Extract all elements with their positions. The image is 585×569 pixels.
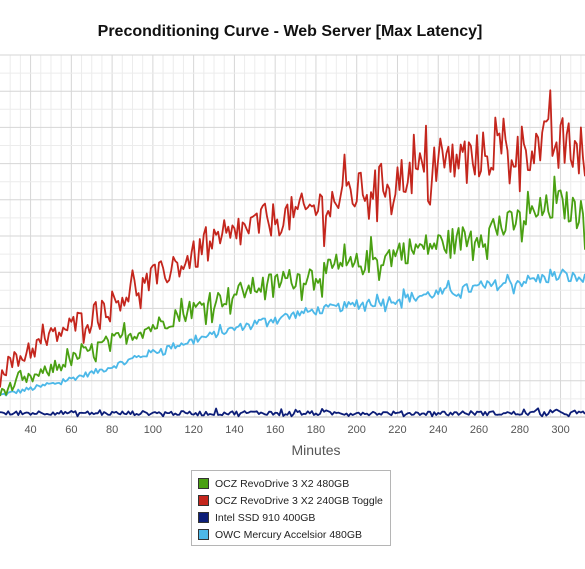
x-tick-label: 220 <box>388 424 406 436</box>
legend-swatch <box>198 512 209 523</box>
legend-item: OCZ RevoDrive 3 X2 240GB Toggle <box>198 492 384 509</box>
x-tick-labels: 40 60 80 100 120 140 160 180 200 220 240 260 280 300 <box>24 424 569 436</box>
x-tick-label: 200 <box>348 424 366 436</box>
legend-label: OCZ RevoDrive 3 X2 240GB Toggle <box>215 494 383 507</box>
legend-label: OCZ RevoDrive 3 X2 480GB <box>215 477 350 490</box>
legend-swatch <box>198 529 209 540</box>
x-tick-label: 140 <box>225 424 243 436</box>
x-tick-label: 40 <box>24 424 36 436</box>
grid <box>0 54 585 418</box>
series-line <box>0 175 585 397</box>
legend-label: OWC Mercury Accelsior 480GB <box>215 528 363 541</box>
series-line <box>0 268 585 397</box>
x-axis-label: Minutes <box>291 442 340 458</box>
x-tick-label: 280 <box>511 424 529 436</box>
x-tick-label: 300 <box>551 424 569 436</box>
series-layer <box>0 89 585 418</box>
legend-item: OCZ RevoDrive 3 X2 480GB <box>198 475 384 492</box>
legend-swatch <box>198 495 209 506</box>
x-tick-label: 160 <box>266 424 284 436</box>
x-tick-label: 260 <box>470 424 488 436</box>
x-tick-label: 180 <box>307 424 325 436</box>
x-tick-label: 60 <box>65 424 77 436</box>
legend: OCZ RevoDrive 3 X2 480GB OCZ RevoDrive 3… <box>191 470 391 546</box>
series-line <box>0 89 585 388</box>
legend-item: Intel SSD 910 400GB <box>198 509 384 526</box>
legend-swatch <box>198 478 209 489</box>
legend-item: OWC Mercury Accelsior 480GB <box>198 526 384 543</box>
series-line <box>0 407 585 418</box>
x-tick-label: 240 <box>429 424 447 436</box>
x-tick-label: 120 <box>184 424 202 436</box>
x-tick-label: 100 <box>144 424 162 436</box>
legend-label: Intel SSD 910 400GB <box>215 511 316 524</box>
chart-title: Preconditioning Curve - Web Server [Max … <box>98 23 483 40</box>
x-tick-label: 80 <box>106 424 118 436</box>
